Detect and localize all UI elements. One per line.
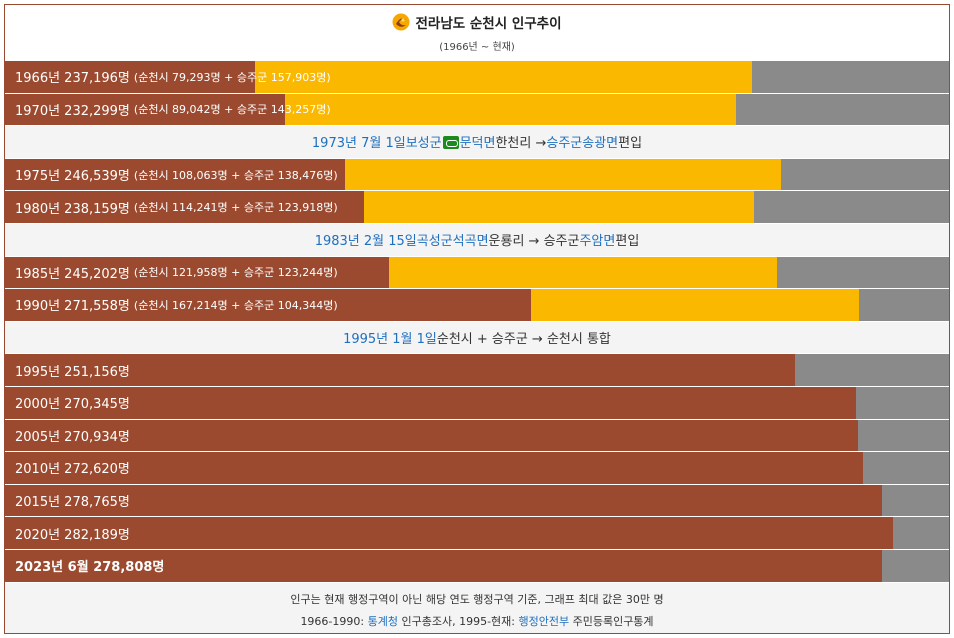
chart-title: 전라남도 순천시 인구추이: [415, 16, 562, 32]
note-link[interactable]: 1983년 2월 15일: [314, 234, 417, 250]
chart-header: 전라남도 순천시 인구추이 (1966년 ~ 현재): [5, 5, 949, 61]
chart-footer: 인구는 현재 행정구역이 아닌 해당 연도 행정구역 기준, 그래프 최대 값은…: [5, 583, 949, 633]
population-bar-row: 2010년 272,620명: [5, 452, 949, 485]
population-bar-row: 2020년 282,189명: [5, 517, 949, 550]
population-bar-row: 1975년 246,539명 (순천시 108,063명 + 승주군 138,47…: [5, 158, 949, 192]
bar-suncheon: [5, 354, 795, 386]
bar-label: 1990년 271,558명 (순천시 167,214명 + 승주군 104,34…: [15, 289, 338, 321]
merger-note: 1995년 1월 1일 순천시 + 승주군 → 순천시 통합: [5, 321, 949, 355]
bar-label: 2005년 270,934명: [15, 420, 130, 452]
population-bar-row: 1980년 238,159명 (순천시 114,241명 + 승주군 123,91…: [5, 191, 949, 224]
population-bar-row: 2023년 6월 278,808명: [5, 549, 949, 583]
bar-label: 1985년 245,202명 (순천시 121,958명 + 승주군 123,24…: [15, 257, 338, 289]
bar-detail-label: (순천시 167,214명 + 승주군 104,344명): [133, 298, 338, 312]
bar-label: 2020년 282,189명: [15, 517, 130, 549]
note-link[interactable]: 송광면: [582, 136, 619, 152]
source-text: 인구총조사, 1995-현재:: [397, 615, 519, 628]
bar-detail-label: (순천시 114,241명 + 승주군 123,918명): [133, 201, 338, 215]
bar-seungju: [364, 191, 754, 223]
bar-total-label: 2010년 272,620명: [15, 462, 130, 478]
bar-label: 2015년 278,765명: [15, 485, 130, 517]
bar-total-label: 1985년 245,202명: [15, 266, 130, 282]
bar-suncheon: [5, 93, 285, 126]
bar-label: 1970년 232,299명 (순천시 89,042명 + 승주군 143,257…: [15, 94, 331, 126]
population-bar-row: 1995년 251,156명: [5, 354, 949, 387]
note-link[interactable]: 곡성군: [416, 234, 453, 250]
bar-total-label: 2000년 270,345명: [15, 397, 130, 413]
bar-total-label: 1980년 238,159명: [15, 201, 130, 217]
merger-note: 1983년 2월 15일 곡성군 석곡면 운룡리 → 승주군 주암면 편입: [5, 223, 949, 257]
note-link[interactable]: 문덕면: [459, 136, 496, 152]
bar-label: 1980년 238,159명 (순천시 114,241명 + 승주군 123,91…: [15, 191, 338, 223]
bar-label: 1966년 237,196명 (순천시 79,293명 + 승주군 157,903…: [15, 61, 331, 93]
note-text: 편입: [618, 136, 643, 152]
note-link[interactable]: 1973년 7월 1일: [311, 136, 406, 152]
source-text: 1966-1990:: [300, 615, 368, 628]
note-link[interactable]: 보성군: [405, 136, 442, 152]
bar-total-label: 1970년 232,299명: [15, 103, 130, 119]
bar-seungju: [531, 289, 859, 321]
bar-detail-label: (순천시 79,293명 + 승주군 157,903명): [133, 70, 331, 84]
bar-total-label: 1966년 237,196명: [15, 71, 130, 87]
bar-suncheon: [5, 419, 858, 452]
bar-seungju: [389, 256, 777, 289]
bar-total-label: 2023년 6월 278,808명: [15, 560, 165, 576]
bar-total-label: 1995년 251,156명: [15, 364, 130, 380]
bar-detail-label: (순천시 108,063명 + 승주군 138,476명): [133, 168, 338, 182]
bar-seungju: [345, 158, 781, 191]
bar-suncheon: [5, 256, 389, 289]
bar-suncheon: [5, 484, 882, 517]
population-bar-row: 1966년 237,196명 (순천시 79,293명 + 승주군 157,903…: [5, 61, 949, 94]
bar-total-label: 1990년 271,558명: [15, 299, 130, 315]
note-text: 운룡리 → 승주군: [488, 234, 580, 250]
source-link[interactable]: 통계청: [367, 615, 398, 628]
note-link[interactable]: 주암면: [579, 234, 616, 250]
bar-total-label: 2015년 278,765명: [15, 495, 130, 511]
note-link[interactable]: 1995년 1월 1일: [343, 332, 437, 348]
bar-label: 1995년 251,156명: [15, 354, 130, 386]
bar-detail-label: (순천시 89,042명 + 승주군 143,257명): [133, 103, 331, 117]
bar-suncheon: [5, 452, 863, 484]
bar-total-label: 1975년 246,539명: [15, 169, 130, 185]
title-line: 전라남도 순천시 인구추이: [5, 11, 949, 33]
bar-label: 1975년 246,539명 (순천시 108,063명 + 승주군 138,47…: [15, 159, 338, 191]
population-bar-row: 2015년 278,765명: [5, 484, 949, 518]
bar-suncheon: [5, 289, 531, 321]
footer-source: 1966-1990: 통계청 인구총조사, 1995-현재: 행정안전부 주민등…: [5, 613, 949, 629]
bar-total-label: 2020년 282,189명: [15, 527, 130, 543]
note-link[interactable]: 승주군: [546, 136, 583, 152]
bar-label: 2010년 272,620명: [15, 452, 130, 484]
note-link[interactable]: 석곡면: [452, 234, 489, 250]
population-bar-row: 2000년 270,345명: [5, 386, 949, 420]
population-bar-row: 1985년 245,202명 (순천시 121,958명 + 승주군 123,24…: [5, 256, 949, 290]
chart-rows: 1966년 237,196명 (순천시 79,293명 + 승주군 157,903…: [5, 61, 949, 583]
chart-subtitle: (1966년 ~ 현재): [439, 42, 515, 53]
bar-total-label: 2005년 270,934명: [15, 429, 130, 445]
source-text: 주민등록인구통계: [569, 615, 654, 628]
bar-suncheon: [5, 158, 345, 191]
source-link[interactable]: 행정안전부: [518, 615, 570, 628]
green-link-icon: [442, 136, 459, 150]
bar-suncheon: [5, 61, 255, 93]
footer-note: 인구는 현재 행정구역이 아닌 해당 연도 행정구역 기준, 그래프 최대 값은…: [290, 593, 664, 606]
note-text: 편입: [615, 234, 640, 250]
bar-seungju: [285, 93, 736, 126]
bar-suncheon: [5, 517, 893, 549]
population-bar-row: 2005년 270,934명: [5, 419, 949, 453]
suncheon-emblem-icon: [392, 13, 410, 31]
population-bar-row: 1990년 271,558명 (순천시 167,214명 + 승주군 104,34…: [5, 289, 949, 322]
note-text: 순천시 + 승주군 → 순천시 통합: [436, 332, 611, 348]
bar-suncheon: [5, 549, 882, 582]
bar-label: 2023년 6월 278,808명: [15, 550, 164, 582]
merger-note: 1973년 7월 1일 보성군 문덕면 한천리 → 승주군 송광면 편입: [5, 126, 949, 159]
bar-suncheon: [5, 191, 364, 223]
note-text: 한천리 →: [495, 136, 547, 152]
bar-detail-label: (순천시 121,958명 + 승주군 123,244명): [133, 266, 338, 280]
bar-label: 2000년 270,345명: [15, 387, 130, 419]
bar-suncheon: [5, 386, 856, 419]
population-chart-frame: 전라남도 순천시 인구추이 (1966년 ~ 현재) 1966년 237,196…: [4, 4, 950, 634]
bar-seungju: [255, 61, 752, 93]
population-bar-row: 1970년 232,299명 (순천시 89,042명 + 승주군 143,257…: [5, 93, 949, 127]
